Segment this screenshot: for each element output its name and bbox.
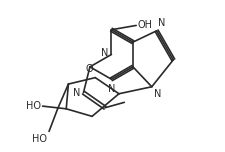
Text: N: N [108,84,115,94]
Text: OH: OH [138,20,153,30]
Text: N: N [158,18,166,28]
Text: HO: HO [32,134,47,143]
Text: O: O [86,64,93,74]
Text: N: N [73,88,81,98]
Text: HO: HO [26,101,41,111]
Text: N: N [154,89,162,99]
Text: N: N [101,48,108,58]
